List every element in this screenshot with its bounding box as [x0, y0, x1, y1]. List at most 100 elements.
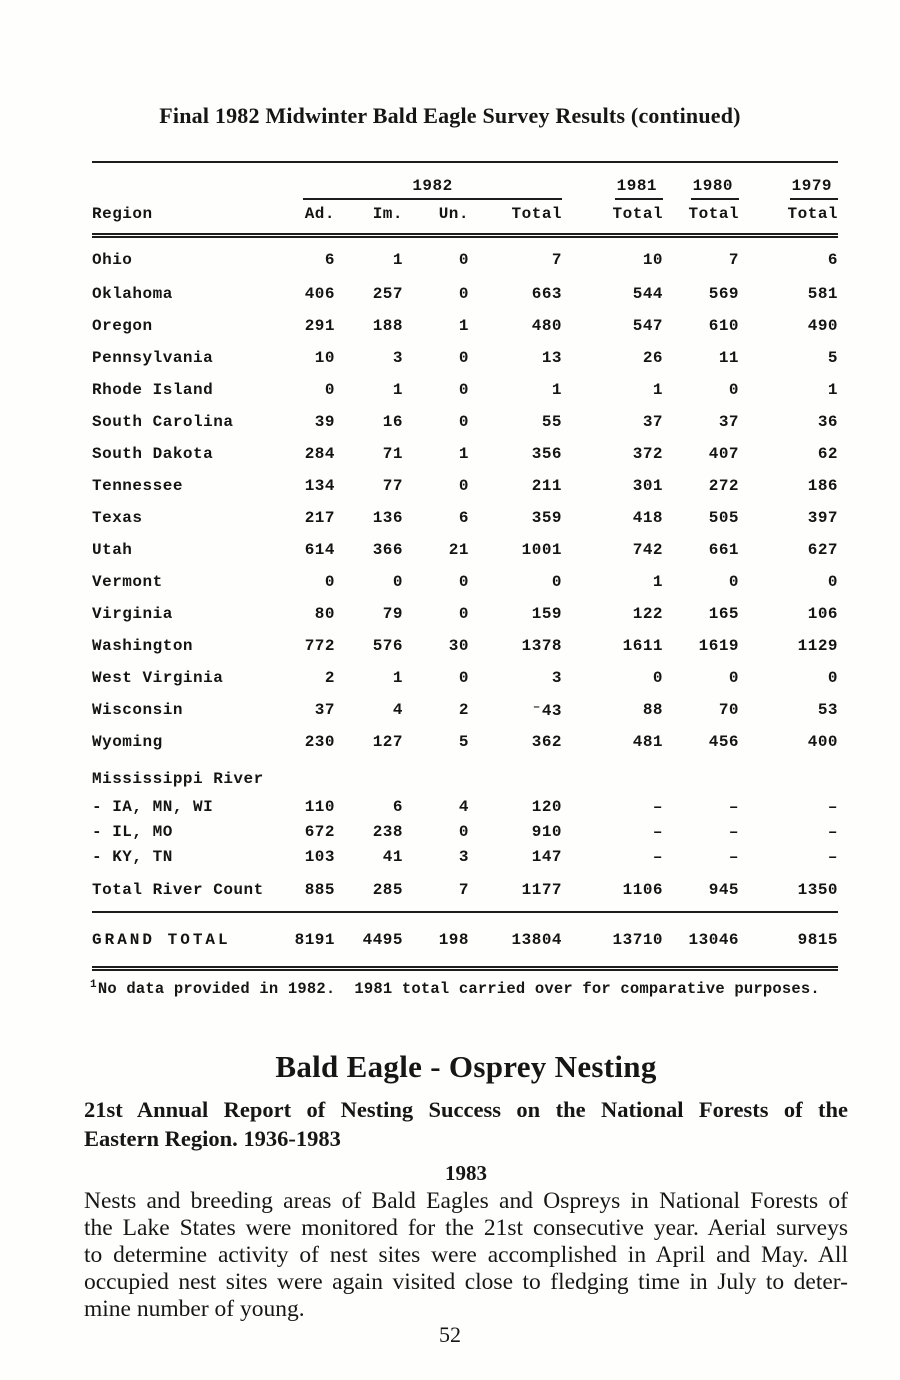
year-1980-label: 1980 — [690, 177, 740, 200]
value-cell: 356 — [531, 445, 563, 463]
value-cell: 0 — [728, 381, 740, 399]
value-cell: 77 — [382, 477, 403, 495]
value-cell: 120 — [531, 797, 563, 816]
value-cell: 672 — [304, 822, 335, 841]
value-cell: 16 — [382, 413, 403, 431]
year-1979-label: 1979 — [789, 177, 839, 200]
region-cell: - IA, MN, WI — [92, 797, 214, 816]
value-cell: 0 — [458, 349, 469, 367]
value-cell: 30 — [448, 637, 469, 655]
article-section: Bald Eagle - Osprey Nesting 21st Annual … — [84, 1049, 848, 1323]
value-cell: 1611 — [622, 637, 664, 655]
footnote-text: No data provided in 1982. 1981 total car… — [97, 980, 820, 998]
page-number: 52 — [439, 1322, 461, 1347]
value-cell: 0 — [458, 413, 469, 431]
region-cell: Washington — [92, 637, 194, 655]
value-cell: 134 — [304, 477, 335, 495]
column-total-1980: Total — [663, 200, 740, 238]
value-cell: 661 — [708, 541, 740, 559]
article-heading: Bald Eagle - Osprey Nesting — [275, 1049, 657, 1084]
value-cell: 581 — [807, 285, 839, 303]
value-cell: 0 — [458, 822, 469, 841]
region-cell: Pennsylvania — [92, 349, 214, 367]
value-cell: 39 — [314, 413, 335, 431]
value-cell: 6 — [458, 509, 469, 527]
value-cell: 0 — [458, 381, 469, 399]
value-cell: 0 — [392, 573, 403, 591]
value-cell: 544 — [632, 285, 664, 303]
value-cell: 0 — [458, 285, 469, 303]
value-cell: 291 — [304, 317, 335, 335]
value-cell: 0 — [324, 381, 335, 399]
value-cell: 610 — [708, 317, 740, 335]
value-cell: 1177 — [469, 869, 563, 913]
value-cell: 569 — [708, 285, 740, 303]
table-row: Virginia 80 79 0 159 122 165 106 — [92, 598, 838, 630]
value-cell: 301 — [632, 477, 664, 495]
value-cell: 71 — [382, 445, 403, 463]
value-cell: 627 — [807, 541, 839, 559]
table-row: Washington 772 576 30 1378 1611 1619 1129 — [92, 630, 838, 662]
year-1981-label: 1981 — [614, 177, 664, 200]
table-row: - IL, MO 672 238 0 910 – – – — [92, 819, 838, 844]
value-cell: 0 — [728, 573, 740, 591]
value-cell: 362 — [531, 733, 563, 751]
value-cell: 53 — [817, 701, 839, 719]
value-cell: 1 — [392, 669, 403, 687]
group-1982-label: 1982 — [303, 177, 563, 200]
value-cell: 3 — [551, 669, 563, 687]
value-cell: 103 — [304, 847, 335, 866]
value-cell: 0 — [652, 669, 664, 687]
value-cell: 1 — [458, 317, 469, 335]
value-cell: 2 — [458, 701, 469, 719]
column-region: Region — [92, 200, 245, 238]
value-cell: 885 — [245, 869, 335, 913]
value-cell: 945 — [663, 869, 740, 913]
value-cell: 3 — [458, 847, 469, 866]
region-cell: Mississippi River — [92, 770, 264, 788]
body-line: Nests and breeding areas of Bald Eagles … — [84, 1188, 848, 1214]
value-cell: 198 — [403, 912, 469, 971]
value-cell: 372 — [632, 445, 664, 463]
value-cell — [739, 758, 838, 794]
value-cell: 230 — [304, 733, 335, 751]
table-row: South Carolina 39 16 0 55 37 37 36 — [92, 406, 838, 438]
empty-header-cell — [92, 162, 245, 200]
value-cell — [663, 758, 739, 794]
value-cell: 772 — [304, 637, 335, 655]
value-cell: ⁻43 — [531, 702, 563, 720]
table-row: Rhode Island 0 1 0 1 1 0 1 — [92, 374, 838, 406]
value-cell: 122 — [632, 605, 664, 623]
value-cell: 490 — [807, 317, 839, 335]
value-cell: 1 — [827, 381, 839, 399]
table-row: Texas 217 136 6 359 418 505 397 — [92, 502, 838, 534]
value-cell: 147 — [531, 847, 563, 866]
region-cell: Virginia — [92, 605, 173, 623]
article-subheading: 21st Annual Report of Nesting Success on… — [84, 1095, 848, 1153]
table-row: GRAND TOTAL 8191 4495 198 13804 13710 13046 981… — [92, 912, 839, 971]
table-row: - IA, MN, WI 110 6 4 120 – – – — [92, 794, 838, 819]
value-cell: 136 — [372, 509, 403, 527]
value-cell: 0 — [458, 605, 469, 623]
value-cell: 285 — [335, 869, 403, 913]
value-cell: 6 — [827, 250, 839, 269]
value-cell: 407 — [708, 445, 740, 463]
region-cell: South Carolina — [92, 413, 234, 431]
value-cell: 0 — [551, 573, 563, 591]
value-cell: 1350 — [739, 869, 839, 913]
value-cell: 13804 — [469, 912, 563, 971]
value-cell: 1 — [458, 445, 469, 463]
value-cell: 238 — [372, 822, 403, 841]
value-cell: – — [652, 847, 664, 866]
value-cell: 663 — [531, 285, 563, 303]
value-cell: 481 — [632, 733, 664, 751]
value-cell: 547 — [632, 317, 664, 335]
value-cell: 4495 — [335, 912, 403, 971]
value-cell: 7 — [728, 250, 740, 269]
value-cell: 37 — [718, 413, 740, 431]
value-cell: 366 — [372, 541, 403, 559]
value-cell: 80 — [314, 605, 335, 623]
value-cell: 0 — [458, 669, 469, 687]
value-cell: 7 — [403, 869, 469, 913]
